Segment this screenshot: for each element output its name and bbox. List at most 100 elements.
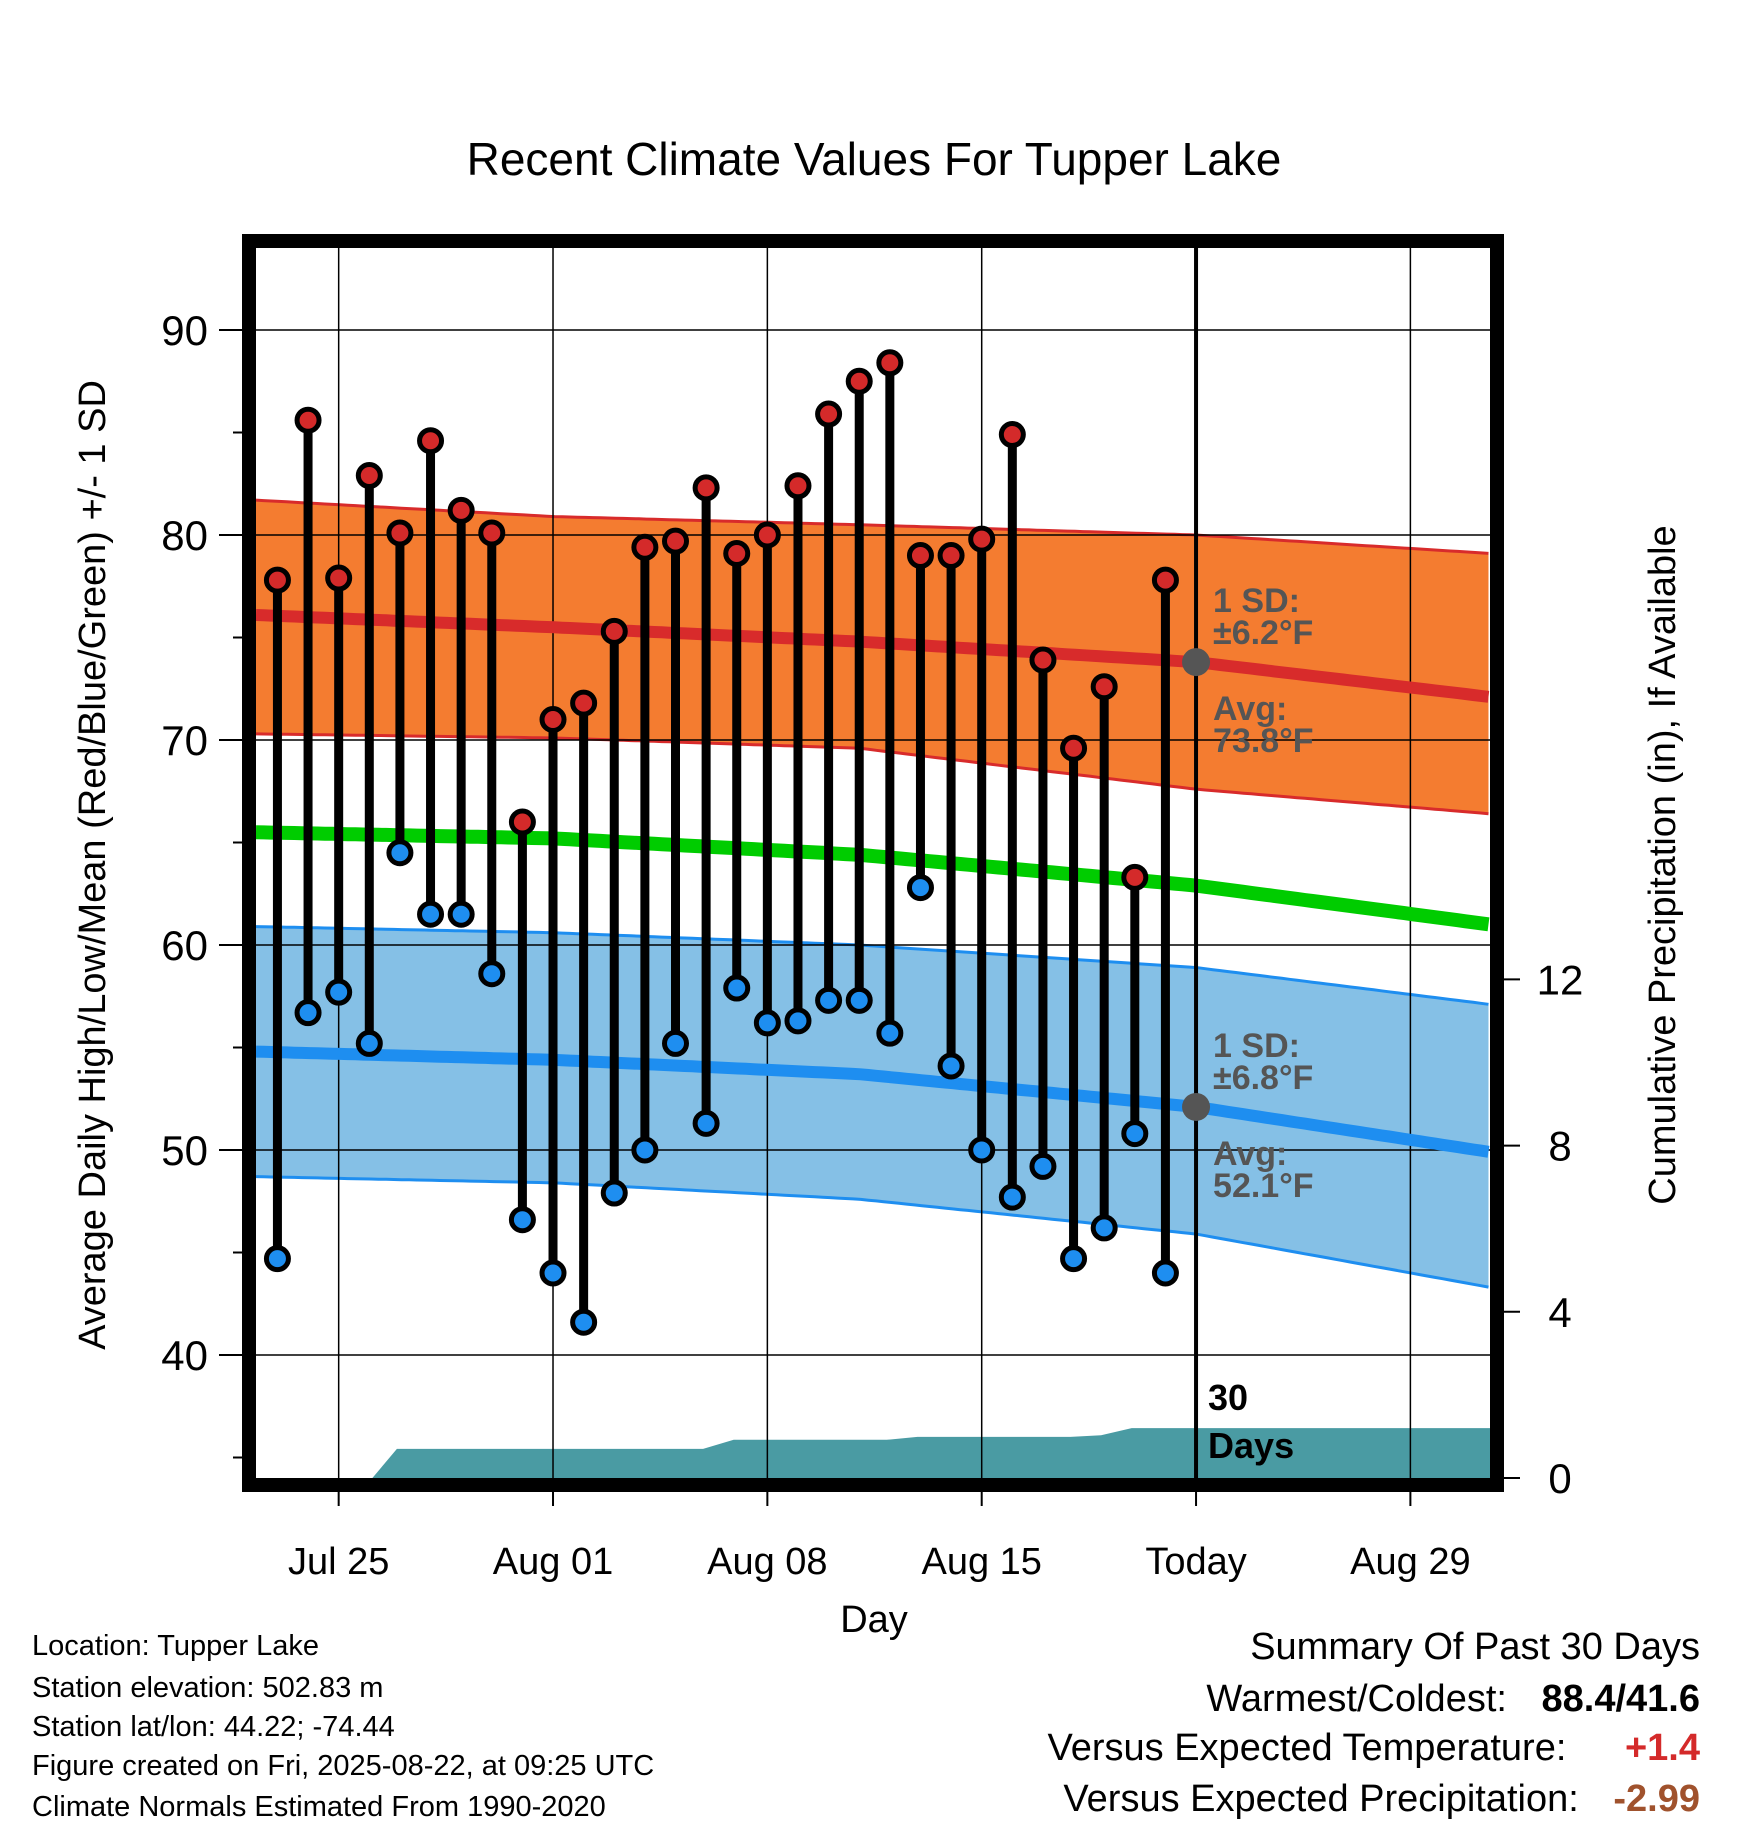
info-elevation: Station elevation: 502.83 m — [32, 1672, 384, 1704]
daily-high-point — [1151, 566, 1179, 594]
daily-low-point — [631, 1136, 659, 1164]
daily-high-point — [661, 527, 689, 555]
low-sd-upper-line — [256, 925, 1489, 1006]
y2-tick-label: 12 — [1537, 956, 1584, 1003]
precip-area — [256, 1428, 1490, 1478]
daily-high-point — [1029, 646, 1057, 674]
daily-high-point — [355, 462, 383, 490]
daily-high-point — [478, 519, 506, 547]
daily-high-point — [937, 542, 965, 569]
daily-low-point — [753, 1009, 781, 1037]
daily-high-point — [723, 539, 751, 567]
today-label: 30 — [1208, 1377, 1248, 1418]
annotation-line: ±6.2°F — [1213, 614, 1313, 652]
x-axis-label: Day — [840, 1599, 908, 1641]
summary-warm-cold-value: 88.4/41.6 — [1541, 1678, 1700, 1720]
low-sd-lower-line — [256, 1175, 1489, 1289]
daily-low-point — [478, 960, 506, 988]
today-avg-marker — [1182, 1092, 1211, 1121]
daily-low-point — [692, 1109, 720, 1137]
y2-tick-label: 4 — [1548, 1289, 1571, 1336]
x-tick-label: Aug 01 — [493, 1541, 613, 1583]
daily-low-point — [600, 1179, 628, 1207]
daily-high-point — [631, 533, 659, 561]
summary-precip-label: Versus Expected Precipitation: — [1063, 1778, 1579, 1820]
daily-low-point — [815, 986, 843, 1014]
daily-low-point — [1151, 1259, 1179, 1287]
annotation-line: ±6.8°F — [1213, 1059, 1313, 1097]
summary-precip-value: -2.99 — [1613, 1778, 1700, 1820]
daily-high-point — [447, 496, 475, 524]
daily-high-point — [263, 566, 291, 594]
daily-high-point — [753, 521, 781, 549]
annotation-line: 73.8°F — [1213, 722, 1314, 760]
daily-high-point — [784, 472, 812, 500]
daily-high-point — [539, 706, 567, 733]
daily-high-point — [417, 427, 445, 455]
daily-low-point — [539, 1259, 567, 1287]
y-axis-label: Average Daily High/Low/Mean (Red/Blue/Gr… — [72, 380, 114, 1350]
daily-high-point — [600, 617, 628, 645]
plot-frame — [242, 234, 1504, 1492]
daily-low-point — [508, 1206, 536, 1234]
daily-low-point — [570, 1308, 598, 1336]
y-tick-label: 50 — [161, 1127, 208, 1174]
daily-low-point — [876, 1019, 904, 1047]
daily-high-point — [1060, 734, 1088, 762]
daily-high-point — [876, 349, 904, 377]
daily-high-point — [815, 400, 843, 428]
daily-low-point — [1090, 1214, 1118, 1242]
daily-low-point — [937, 1052, 965, 1080]
y-tick-label: 60 — [161, 922, 208, 969]
info-latlon: Station lat/lon: 44.22; -74.44 — [32, 1711, 395, 1743]
y-tick-label: 70 — [161, 717, 208, 764]
daily-low-point — [1029, 1152, 1057, 1180]
daily-high-point — [1121, 863, 1149, 891]
daily-low-point — [355, 1029, 383, 1057]
y2-axis-label: Cumulative Precipitation (in), If Availa… — [1642, 525, 1684, 1204]
daily-high-point — [968, 525, 996, 553]
daily-high-point — [998, 421, 1026, 449]
x-tick-label: Aug 29 — [1350, 1541, 1470, 1583]
daily-high-point — [845, 367, 873, 395]
summary-temp: Versus Expected Temperature: +1.4 — [1047, 1729, 1700, 1767]
daily-low-point — [1121, 1120, 1149, 1148]
high-sd-band — [256, 500, 1489, 814]
daily-low-point — [1060, 1245, 1088, 1273]
chart-title: Recent Climate Values For Tupper Lake — [467, 133, 1282, 185]
today-avg-marker — [1182, 648, 1211, 677]
x-tick-label: Jul 25 — [288, 1541, 389, 1583]
summary-warm-cold-label: Warmest/Coldest: — [1206, 1678, 1507, 1720]
normal-low-line — [256, 1045, 1490, 1158]
x-tick-label: Aug 08 — [707, 1541, 827, 1583]
summary-temp-value: +1.4 — [1624, 1727, 1700, 1769]
daily-high-point — [508, 808, 536, 836]
info-created: Figure created on Fri, 2025-08-22, at 09… — [32, 1750, 655, 1782]
info-location: Location: Tupper Lake — [32, 1630, 319, 1662]
annotation-line: 1 SD: — [1213, 1027, 1300, 1065]
daily-low-point — [723, 974, 751, 1002]
daily-low-point — [845, 986, 873, 1014]
y2-tick-label: 8 — [1548, 1123, 1571, 1170]
low-sd-band — [256, 926, 1489, 1288]
y-tick-label: 80 — [161, 512, 208, 559]
annotation-line: 1 SD: — [1213, 582, 1300, 620]
summary-temp-label: Versus Expected Temperature: — [1047, 1727, 1567, 1769]
daily-low-point — [447, 900, 475, 928]
daily-high-point — [906, 542, 934, 569]
daily-low-point — [263, 1245, 291, 1273]
daily-high-point — [386, 519, 414, 547]
x-tick-label: Today — [1145, 1541, 1246, 1583]
daily-high-point — [692, 474, 720, 502]
annotation-line: 52.1°F — [1213, 1167, 1314, 1205]
annotation-line: Avg: — [1213, 690, 1287, 728]
daily-low-point — [661, 1029, 689, 1057]
y2-tick-label: 0 — [1548, 1455, 1571, 1502]
daily-low-point — [417, 900, 445, 928]
y-tick-label: 40 — [161, 1332, 208, 1379]
daily-bars — [263, 349, 1179, 1336]
annotation-line: Avg: — [1213, 1135, 1287, 1173]
daily-low-point — [386, 839, 414, 867]
